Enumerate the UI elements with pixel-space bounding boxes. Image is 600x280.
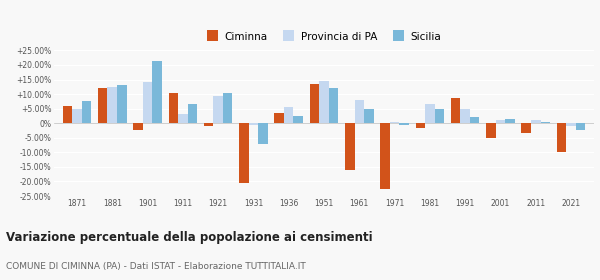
Bar [284, 107, 293, 123]
Bar [355, 100, 364, 123]
Bar [364, 109, 374, 123]
Bar [470, 117, 479, 123]
Bar [143, 82, 152, 123]
Bar [390, 122, 400, 123]
Bar [521, 123, 531, 133]
Bar [505, 119, 515, 123]
Bar [133, 123, 143, 130]
Bar [223, 93, 232, 123]
Bar [541, 122, 550, 123]
Bar [274, 113, 284, 123]
Bar [319, 81, 329, 123]
Bar [62, 106, 72, 123]
Legend: Ciminna, Provincia di PA, Sicilia: Ciminna, Provincia di PA, Sicilia [206, 32, 442, 42]
Bar [557, 123, 566, 152]
Bar [566, 123, 576, 126]
Bar [98, 88, 107, 123]
Bar [82, 101, 91, 123]
Bar [460, 109, 470, 123]
Bar [416, 123, 425, 128]
Bar [434, 109, 444, 123]
Bar [72, 109, 82, 123]
Bar [451, 99, 460, 123]
Bar [329, 88, 338, 123]
Bar [380, 123, 390, 189]
Bar [425, 104, 434, 123]
Bar [248, 123, 258, 125]
Bar [152, 60, 162, 123]
Bar [531, 120, 541, 123]
Bar [169, 93, 178, 123]
Text: Variazione percentuale della popolazione ai censimenti: Variazione percentuale della popolazione… [6, 231, 373, 244]
Bar [496, 120, 505, 123]
Bar [214, 95, 223, 123]
Bar [258, 123, 268, 144]
Bar [345, 123, 355, 170]
Bar [107, 87, 117, 123]
Bar [204, 123, 214, 126]
Bar [117, 85, 127, 123]
Bar [178, 115, 188, 123]
Bar [486, 123, 496, 138]
Bar [188, 104, 197, 123]
Bar [576, 123, 586, 130]
Bar [293, 116, 303, 123]
Text: COMUNE DI CIMINNA (PA) - Dati ISTAT - Elaborazione TUTTITALIA.IT: COMUNE DI CIMINNA (PA) - Dati ISTAT - El… [6, 262, 306, 271]
Bar [239, 123, 248, 183]
Bar [310, 84, 319, 123]
Bar [400, 123, 409, 125]
